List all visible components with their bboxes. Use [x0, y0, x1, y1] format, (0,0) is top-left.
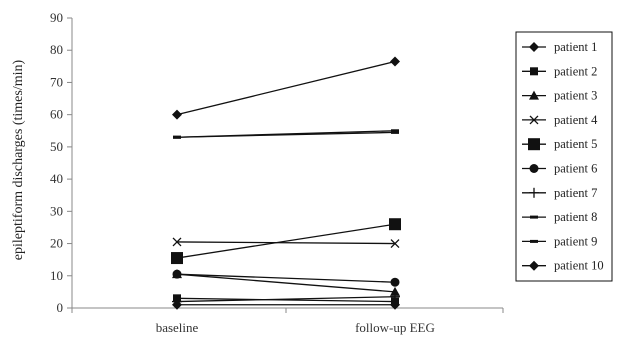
- legend-item: patient 1: [522, 40, 597, 54]
- y-tick-label: 20: [50, 236, 63, 251]
- data-point: [391, 129, 399, 133]
- data-point: [390, 56, 400, 67]
- legend-label: patient 8: [554, 210, 597, 224]
- series-line: [176, 223, 396, 259]
- legend-label: patient 3: [554, 89, 597, 103]
- series-2: [173, 294, 399, 306]
- legend-label: patient 6: [554, 162, 597, 176]
- series-4: [172, 237, 400, 249]
- series-line: [176, 273, 396, 293]
- series-line: [176, 273, 396, 283]
- legend-label: patient 2: [554, 64, 597, 78]
- legend-marker: [529, 187, 539, 198]
- legend-marker: [529, 260, 539, 271]
- legend-label: patient 1: [554, 40, 597, 54]
- legend-item: patient 4: [522, 113, 598, 127]
- y-tick-label: 50: [50, 139, 63, 154]
- data-point: [172, 237, 182, 247]
- series-line: [176, 297, 396, 303]
- legend-marker: [528, 138, 540, 151]
- data-point: [390, 277, 400, 287]
- series-5: [171, 218, 401, 265]
- legend-item: patient 2: [522, 64, 597, 78]
- legend-marker: [529, 164, 539, 173]
- y-tick-label: 90: [50, 10, 63, 25]
- x-tick-label: follow-up EEG: [355, 320, 435, 335]
- y-tick-label: 80: [50, 42, 63, 57]
- legend-label: patient 7: [554, 186, 597, 200]
- legend-item: patient 5: [522, 137, 597, 151]
- series-6: [172, 269, 400, 287]
- y-tick-label: 10: [50, 268, 63, 283]
- series-8: [173, 129, 399, 139]
- legend-item: patient 3: [522, 89, 597, 103]
- legend-item: patient 7: [522, 186, 597, 200]
- data-point: [172, 299, 182, 310]
- legend-marker: [529, 90, 539, 100]
- y-tick-label: 40: [50, 171, 63, 186]
- y-tick-label: 30: [50, 203, 63, 218]
- legend-item: patient 6: [522, 162, 597, 176]
- data-point: [390, 286, 400, 296]
- series-3: [172, 269, 400, 296]
- series-line: [176, 60, 396, 116]
- y-axis-label: epileptiform discharges (times/min): [11, 59, 26, 260]
- series-line: [176, 131, 396, 138]
- legend-item: patient 9: [522, 234, 597, 248]
- data-point: [172, 269, 182, 279]
- legend-marker: [530, 239, 538, 243]
- legend-label: patient 5: [554, 137, 597, 151]
- y-tick-label: 70: [50, 74, 63, 89]
- data-point: [173, 135, 181, 139]
- series-9: [173, 130, 399, 139]
- data-point: [389, 218, 401, 231]
- x-tick-label: baseline: [156, 320, 199, 335]
- data-point: [391, 130, 399, 134]
- series-line: [176, 296, 396, 303]
- series-1: [172, 56, 400, 120]
- legend-label: patient 4: [554, 113, 598, 127]
- legend-marker: [530, 67, 538, 76]
- legend-marker: [530, 215, 538, 219]
- legend-marker: [529, 115, 539, 125]
- legend-marker: [529, 42, 539, 52]
- data-point: [172, 109, 182, 120]
- legend-label: patient 9: [554, 234, 597, 248]
- series-10: [172, 299, 400, 310]
- data-point: [390, 299, 400, 310]
- legend-item: patient 10: [522, 259, 604, 273]
- legend-label: patient 10: [554, 259, 604, 273]
- series-line: [176, 241, 396, 245]
- y-tick-label: 0: [57, 300, 64, 315]
- legend-item: patient 8: [522, 210, 597, 224]
- y-tick-label: 60: [50, 107, 63, 122]
- data-point: [171, 252, 183, 265]
- data-point: [390, 239, 400, 249]
